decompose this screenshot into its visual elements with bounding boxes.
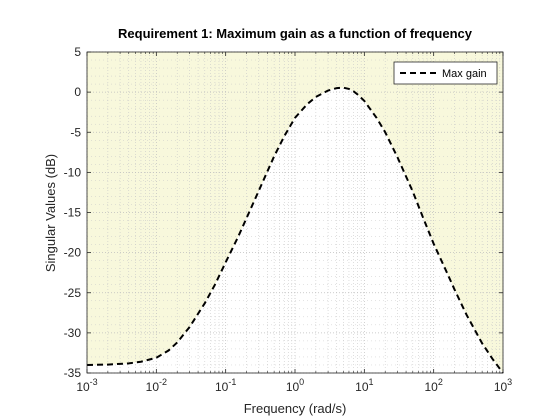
y-tick-label: -35 (64, 366, 82, 380)
legend-box (393, 61, 498, 85)
legend-label-max-gain: Max gain (442, 68, 487, 80)
y-tick-label: -15 (64, 206, 82, 220)
feasible-region (87, 87, 503, 374)
x-tick-label: 101 (355, 377, 373, 394)
chart-title: Requirement 1: Maximum gain as a functio… (118, 26, 473, 41)
x-tick-label: 102 (424, 377, 442, 394)
x-tick-labels: 10-3 10-2 10-1 100 101 102 103 (76, 377, 512, 394)
y-tick-label: -20 (64, 246, 82, 260)
x-tick-label: 10-2 (146, 377, 167, 394)
y-tick-label: -10 (64, 165, 82, 179)
y-tick-label: 5 (74, 45, 81, 59)
x-tick-label: 10-3 (76, 377, 97, 394)
y-tick-label: -5 (70, 125, 81, 139)
x-tick-label: 100 (286, 377, 304, 394)
y-tick-label: -25 (64, 286, 82, 300)
x-axis-label: Frequency (rad/s) (244, 401, 347, 416)
y-tick-label: -30 (64, 326, 82, 340)
legend: Max gain (393, 61, 498, 85)
x-tick-label: 10-1 (215, 377, 236, 394)
axis-ticks (86, 51, 504, 374)
y-axis-label: Singular Values (dB) (43, 154, 58, 272)
y-tick-labels: 5 0 -5 -10 -15 -20 -25 -30 -35 (64, 45, 82, 380)
x-tick-label: 103 (494, 377, 512, 394)
y-tick-label: 0 (74, 85, 81, 99)
